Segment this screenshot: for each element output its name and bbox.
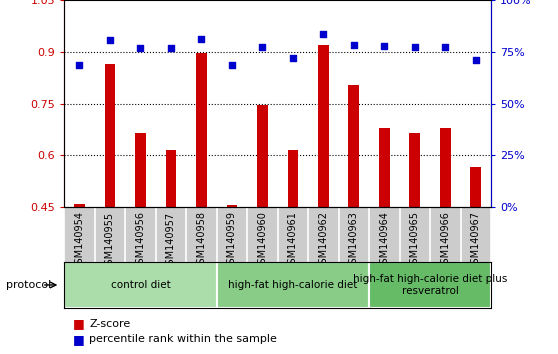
- Point: [380, 43, 389, 48]
- Bar: [318, 45, 329, 207]
- Bar: [440, 128, 451, 207]
- Text: GSM140965: GSM140965: [410, 211, 420, 270]
- Bar: [379, 128, 389, 207]
- Text: GSM140967: GSM140967: [471, 211, 481, 270]
- Text: GSM140959: GSM140959: [227, 211, 237, 270]
- Bar: [64, 262, 217, 308]
- Bar: [135, 133, 146, 207]
- Text: GSM140964: GSM140964: [379, 211, 389, 270]
- Text: ■: ■: [73, 333, 84, 346]
- Text: control diet: control diet: [110, 280, 170, 290]
- Bar: [217, 262, 369, 308]
- Bar: [74, 204, 85, 207]
- Point: [136, 45, 145, 51]
- Text: protocol: protocol: [6, 280, 51, 290]
- Text: ■: ■: [73, 318, 84, 330]
- Point: [105, 38, 114, 43]
- Bar: [287, 150, 298, 207]
- Bar: [166, 150, 176, 207]
- Point: [410, 44, 419, 50]
- Text: GSM140961: GSM140961: [288, 211, 298, 270]
- Bar: [369, 262, 491, 308]
- Text: GSM140957: GSM140957: [166, 211, 176, 270]
- Point: [288, 55, 297, 61]
- Text: GSM140963: GSM140963: [349, 211, 359, 270]
- Bar: [196, 53, 206, 207]
- Bar: [349, 85, 359, 207]
- Point: [349, 42, 358, 47]
- Text: GSM140956: GSM140956: [136, 211, 146, 270]
- Text: GSM140954: GSM140954: [74, 211, 84, 270]
- Text: Z-score: Z-score: [89, 319, 131, 329]
- Text: GSM140960: GSM140960: [257, 211, 267, 270]
- Point: [441, 44, 450, 50]
- Point: [75, 62, 84, 68]
- Bar: [257, 105, 268, 207]
- Text: GSM140966: GSM140966: [440, 211, 450, 270]
- Bar: [470, 167, 481, 207]
- Point: [319, 32, 328, 37]
- Point: [258, 44, 267, 50]
- Text: GSM140955: GSM140955: [105, 211, 115, 270]
- Text: GSM140958: GSM140958: [196, 211, 206, 270]
- Text: high-fat high-calorie diet plus
resveratrol: high-fat high-calorie diet plus resverat…: [353, 274, 507, 296]
- Bar: [410, 133, 420, 207]
- Point: [197, 36, 206, 42]
- Bar: [104, 64, 116, 207]
- Text: percentile rank within the sample: percentile rank within the sample: [89, 334, 277, 344]
- Point: [166, 45, 175, 51]
- Point: [228, 62, 237, 68]
- Point: [472, 57, 480, 63]
- Text: high-fat high-calorie diet: high-fat high-calorie diet: [228, 280, 358, 290]
- Text: GSM140962: GSM140962: [319, 211, 328, 270]
- Bar: [227, 205, 237, 207]
